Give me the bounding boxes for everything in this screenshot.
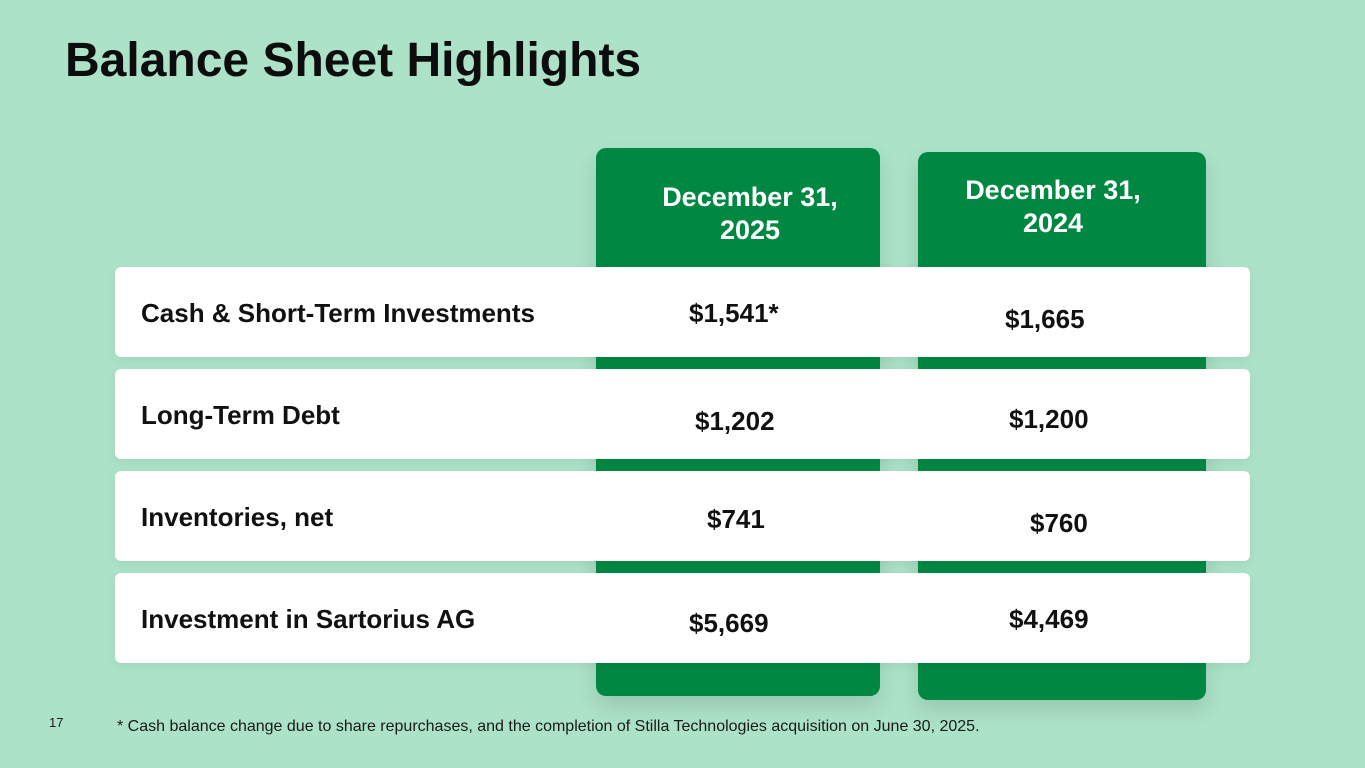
value-2024: $1,665 xyxy=(1005,304,1085,334)
row-label: Long-Term Debt xyxy=(141,400,340,430)
value-2025: $1,541* xyxy=(689,298,779,328)
row-label: Cash & Short-Term Investments xyxy=(141,298,535,328)
table-row-debt: Long-Term Debt $1,202 $1,200 xyxy=(115,369,1250,459)
table-row-cash: Cash & Short-Term Investments $1,541* $1… xyxy=(115,267,1250,357)
page-title: Balance Sheet Highlights xyxy=(65,34,642,87)
value-2025: $5,669 xyxy=(689,608,769,638)
value-2025: $1,202 xyxy=(695,406,775,436)
footnote: * Cash balance change due to share repur… xyxy=(117,718,980,735)
row-label: Investment in Sartorius AG xyxy=(141,604,476,634)
value-2024: $760 xyxy=(1030,508,1088,538)
table-row-inventories: Inventories, net $741 $760 xyxy=(115,471,1250,561)
row-label: Inventories, net xyxy=(141,502,334,532)
column-header-2025: December 31, 2025 xyxy=(662,182,838,245)
page-number: 17 xyxy=(49,715,64,730)
value-2024: $1,200 xyxy=(1009,404,1089,434)
table-row-sartorius: Investment in Sartorius AG $5,669 $4,469 xyxy=(115,573,1250,663)
value-2025: $741 xyxy=(707,504,765,534)
value-2024: $4,469 xyxy=(1009,604,1089,634)
column-header-2024: December 31, 2024 xyxy=(965,175,1141,238)
